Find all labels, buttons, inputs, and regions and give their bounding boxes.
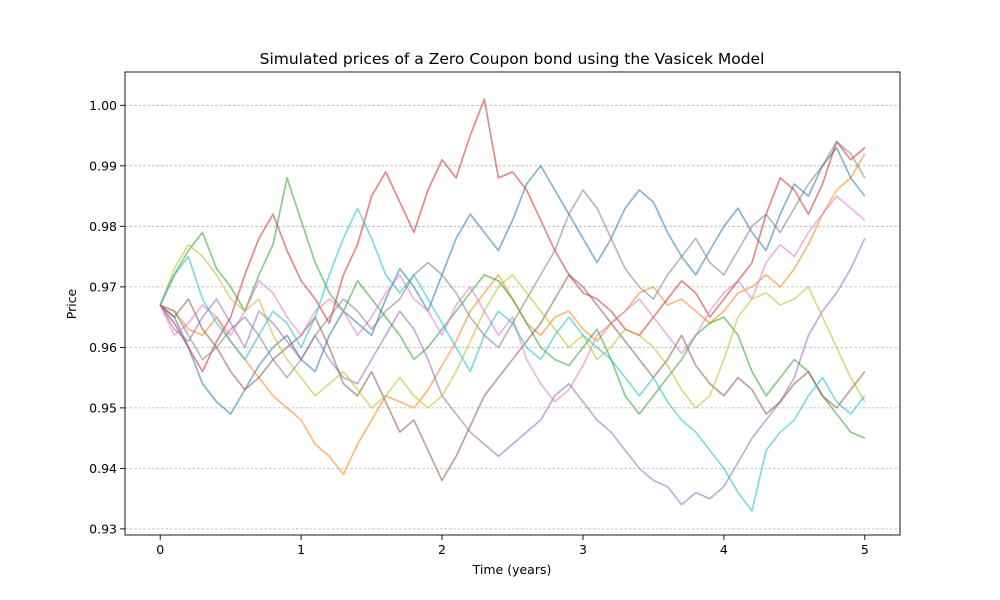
y-axis-label: Price (64, 288, 79, 319)
y-tick-label: 0.97 (89, 279, 117, 294)
series-line-5 (159, 238, 866, 506)
x-axis-label: Time (years) (472, 562, 552, 577)
series-line-6 (159, 273, 866, 482)
y-gridlines (125, 104, 900, 530)
x-axis: 0 1 2 3 4 5 (156, 535, 869, 557)
y-tick-label: 1.00 (89, 98, 117, 113)
series-line-4 (159, 98, 866, 373)
x-tick-label: 3 (579, 542, 587, 557)
x-tick-label: 1 (297, 542, 305, 557)
plot-frame (124, 71, 901, 536)
series-line-2 (159, 153, 866, 476)
series-line-10 (159, 207, 866, 512)
y-tick-label: 0.95 (89, 400, 117, 415)
y-tick-label: 0.99 (89, 158, 117, 173)
y-axis: 0.93 0.94 0.95 0.96 0.97 0.98 0.99 1.00 (89, 98, 125, 536)
series-line-9 (159, 243, 866, 409)
y-tick-label: 0.94 (89, 461, 117, 476)
y-tick-label: 0.98 (89, 219, 117, 234)
series-line-3 (159, 177, 866, 439)
x-tick-label: 5 (861, 542, 869, 557)
x-tick-label: 4 (720, 542, 728, 557)
chart-title: Simulated prices of a Zero Coupon bond u… (260, 50, 765, 68)
y-tick-label: 0.96 (89, 340, 117, 355)
series-lines (159, 98, 866, 512)
y-tick-label: 0.93 (89, 521, 117, 536)
x-tick-label: 2 (438, 542, 446, 557)
series-line-7 (159, 195, 866, 403)
x-tick-label: 0 (156, 542, 164, 557)
